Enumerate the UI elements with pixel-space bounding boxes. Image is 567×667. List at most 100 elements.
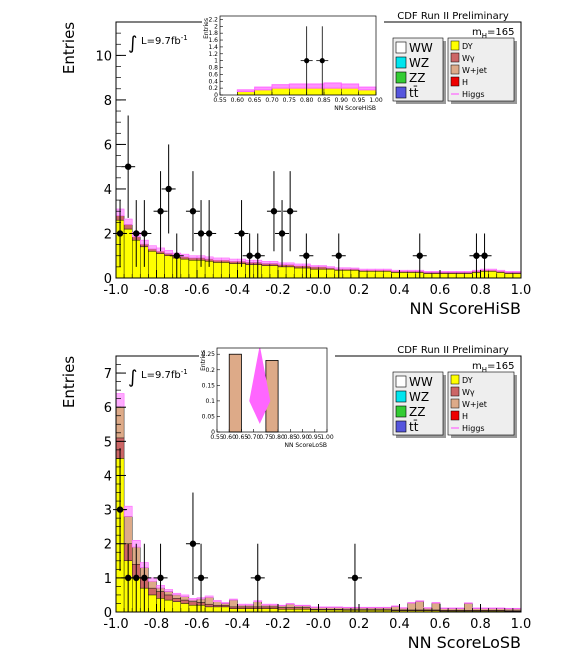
bottom-chart-bin-wgamma [285, 607, 295, 610]
bottom-chart-bin-higgs [488, 607, 498, 609]
top-chart-bin-higgs [374, 268, 384, 271]
bottom-inset-bin-wjet [228, 353, 242, 433]
top-inset-x-tick-label: 0.55 [213, 97, 227, 104]
bottom-chart-bin-wgamma [172, 598, 181, 602]
bottom-chart-bin-wjet [164, 591, 173, 596]
top-inset-bin-higgs [323, 82, 342, 89]
bottom-inset-x-tick-label: 1.00 [320, 434, 334, 441]
bottom-chart-bin-higgs [261, 603, 271, 606]
bottom-chart-bin-higgs [512, 607, 522, 610]
top-chart-bin-higgs [399, 269, 408, 272]
bottom-chart-title: CDF Run II Preliminary [397, 345, 509, 356]
bottom-chart-bin-dy [261, 608, 271, 613]
top-chart-bin-higgs [212, 257, 222, 261]
top-chart-data-point [133, 230, 140, 237]
top-inset-y-tick-label: 0.4 [208, 78, 218, 85]
bottom-chart-bin-higgs [431, 602, 441, 604]
top-legend-label: WZ [409, 56, 429, 70]
top-chart-y-tick-label: 0 [104, 272, 112, 287]
bottom-chart-bin-wgamma [204, 603, 214, 608]
top-chart-bin-wgamma [148, 248, 157, 252]
bottom-legend-swatch [450, 374, 460, 385]
bottom-inset-y-tick-label: 0 [211, 429, 215, 436]
top-chart-bin-higgs [447, 271, 457, 273]
top-chart-bin-dy [123, 228, 133, 279]
top-legend-swatch [450, 52, 460, 63]
bottom-chart-bin-wjet [148, 581, 157, 589]
top-chart-bin-dy [431, 273, 441, 279]
bottom-chart-bin-wgamma [180, 599, 190, 604]
top-inset-x-tick-label: 0.70 [265, 97, 279, 104]
top-chart-bin-dy [366, 271, 376, 279]
bottom-chart-bin-dy [245, 608, 254, 613]
top-chart-bin-dy [285, 266, 295, 279]
bottom-chart-bin-dy [212, 606, 222, 613]
top-chart-y-tick-label: 2 [104, 227, 112, 242]
top-inset-bin-higgs [288, 83, 308, 89]
top-chart-bin-dy [350, 270, 360, 279]
top-chart-bin-higgs [455, 271, 465, 273]
bottom-chart-y-tick-label: 6 [104, 401, 112, 416]
bottom-chart-plot-area: -1.0 -0.8 -0.6 -0.4 -0.2 -0.0 0.2 0.4 0.6 0.8 1.00… [103, 355, 531, 632]
top-inset-x-tick-label: 0.90 [335, 97, 349, 104]
top-chart-mass-m: m [472, 27, 482, 38]
bottom-legend-swatch [450, 398, 460, 409]
bottom-inset-higgs-spike [249, 347, 271, 424]
bottom-chart-data-point [141, 574, 148, 582]
top-chart-data-point [481, 252, 488, 259]
bottom-chart-bin-higgs [180, 594, 190, 597]
bottom-chart-bin-wjet [172, 594, 181, 599]
bottom-chart-bin-higgs [480, 607, 489, 609]
top-chart-bin-wgamma [180, 256, 190, 260]
top-chart-x-tick-label: 0.6 [430, 283, 451, 298]
top-inset-bin-higgs [271, 84, 290, 89]
top-chart-bin-dy [504, 273, 514, 279]
bottom-chart-bin-wjet [204, 597, 214, 605]
bottom-chart-bin-higgs [115, 393, 125, 408]
bottom-legend-swatch [450, 386, 460, 397]
top-chart-bin-dy [464, 273, 473, 279]
top-chart-x-tick-label: -0.8 [144, 283, 169, 298]
top-chart-bin-dy [423, 273, 433, 279]
bottom-chart-y-tick-label: 3 [104, 504, 112, 519]
bottom-chart-lumi-exp: -1 [181, 368, 188, 376]
top-chart-x-tick-label: -0.0 [306, 283, 331, 298]
bottom-chart-bin-wgamma [269, 606, 279, 609]
bottom-chart-bin-higgs [326, 606, 336, 608]
bottom-chart-bin-higgs [496, 607, 506, 609]
top-chart-bin-higgs [496, 269, 506, 272]
bottom-chart-x-tick-label: -0.0 [306, 617, 331, 632]
bottom-chart-bin-wjet [123, 516, 133, 544]
top-inset-x-tick-label: 1.00 [369, 97, 383, 104]
top-inset-bin-higgs [306, 83, 325, 89]
top-chart-bin-wgamma [285, 264, 295, 268]
top-chart-data-point [124, 163, 132, 170]
top-chart-bin-dy [407, 272, 416, 279]
bottom-chart-bin-higgs [407, 602, 417, 604]
bottom-legend-label: DY [462, 376, 473, 385]
top-chart-bin-higgs [269, 261, 279, 264]
top-legend-label: ZZ [409, 71, 425, 85]
top-chart-bin-dy [383, 271, 392, 279]
bottom-chart-mass-value: =165 [487, 361, 514, 372]
top-chart-bin-higgs [221, 257, 230, 261]
top-legend-label: Higgs [462, 90, 485, 99]
top-chart-x-tick-label: -1.0 [103, 283, 128, 298]
top-legend-swatch [450, 40, 460, 51]
top-chart-x-tick-label: -0.2 [265, 283, 290, 298]
top-inset-bin-higgs [358, 86, 377, 91]
bottom-legend-swatch [395, 420, 407, 433]
bottom-chart-bin-higgs [204, 595, 214, 598]
bottom-legend-label: WW [409, 375, 433, 389]
top-chart-data-point [286, 208, 294, 215]
top-chart-data-point [270, 208, 278, 215]
top-chart-lumi-exp: -1 [181, 34, 188, 42]
top-legend-swatch [450, 76, 460, 87]
top-chart-bin-higgs [431, 271, 441, 273]
top-chart-panel: CDF Run II Preliminary Entries NN ScoreH… [60, 10, 531, 318]
top-chart-bin-higgs [504, 271, 514, 273]
top-inset-bin-dy [254, 89, 273, 96]
top-chart-bin-dy [277, 266, 287, 279]
bottom-chart-mass-sub: H [482, 366, 487, 374]
